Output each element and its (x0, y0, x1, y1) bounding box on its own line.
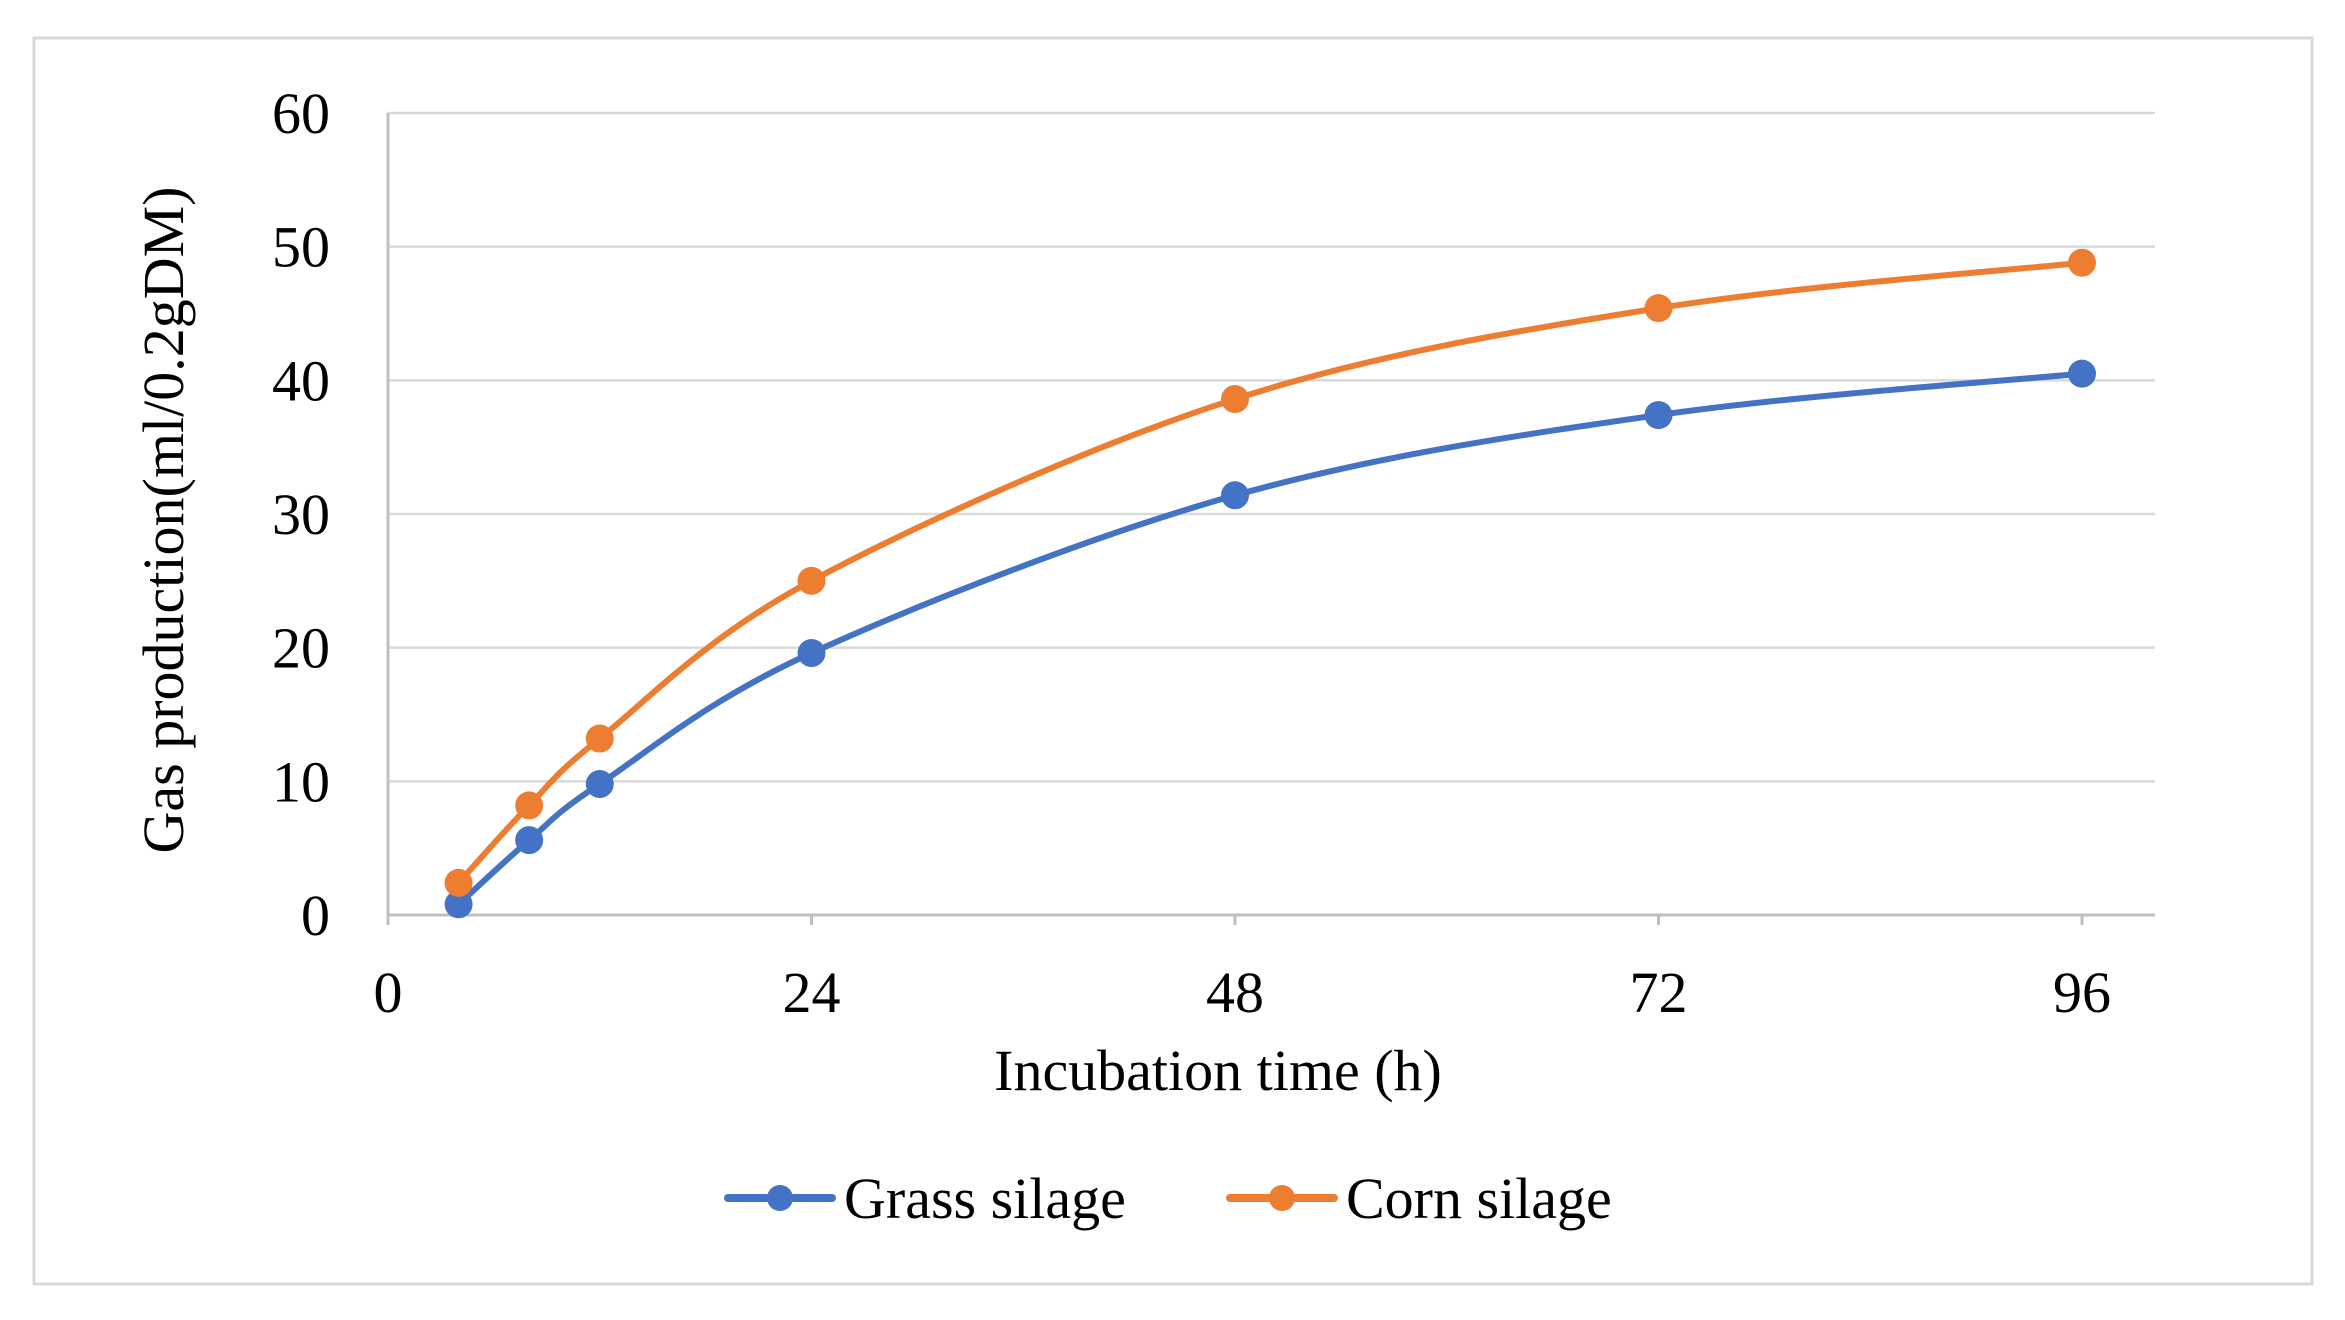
y-tick-label: 50 (272, 215, 330, 280)
data-point[interactable] (585, 770, 614, 799)
data-point[interactable] (1221, 481, 1249, 510)
legend: Grass silage Corn silage (724, 1166, 1612, 1231)
axes (386, 113, 2155, 917)
series (444, 248, 2096, 919)
legend-grass-label: Grass silage (844, 1166, 1126, 1231)
x-tick-label: 24 (783, 960, 841, 1025)
y-tick-label: 60 (272, 81, 330, 146)
legend-item-grass[interactable]: Grass silage (724, 1166, 1126, 1231)
x-tick-label: 96 (2053, 960, 2111, 1025)
legend-corn-marker (1269, 1185, 1295, 1211)
data-point[interactable] (444, 890, 473, 919)
x-tick-labels: 0 24 48 72 96 (374, 915, 2111, 1025)
series-corn-silage (444, 248, 2096, 897)
data-point[interactable] (1644, 401, 1673, 430)
data-point[interactable] (797, 566, 826, 595)
y-axis-label: Gas production(ml/0.2gDM) (131, 187, 196, 854)
data-point[interactable] (444, 868, 473, 897)
y-tick-label: 40 (272, 348, 330, 413)
y-tick-label: 30 (272, 482, 330, 547)
series-line (455, 259, 2085, 886)
y-tick-label: 10 (272, 749, 330, 814)
data-point[interactable] (797, 639, 826, 668)
y-tick-label: 0 (301, 883, 330, 948)
series-line (455, 370, 2085, 908)
gridlines (388, 111, 2155, 783)
data-point[interactable] (1644, 294, 1673, 323)
data-point[interactable] (1221, 385, 1249, 414)
data-point[interactable] (2068, 359, 2096, 388)
data-point[interactable] (585, 724, 614, 753)
x-tick-label: 72 (1630, 960, 1688, 1025)
y-tick-label: 20 (272, 616, 330, 681)
y-tick-labels: 0 10 20 30 40 50 60 (272, 81, 330, 948)
data-point[interactable] (515, 791, 544, 820)
x-axis-label: Incubation time (h) (994, 1038, 1442, 1103)
x-tick-label: 0 (374, 960, 403, 1025)
legend-corn-label: Corn silage (1346, 1166, 1612, 1231)
series-grass-silage (444, 359, 2096, 919)
legend-grass-marker (767, 1185, 793, 1211)
data-point[interactable] (515, 826, 544, 855)
legend-item-corn[interactable]: Corn silage (1226, 1166, 1612, 1231)
x-tick-label: 48 (1206, 960, 1264, 1025)
data-point[interactable] (2068, 248, 2096, 277)
